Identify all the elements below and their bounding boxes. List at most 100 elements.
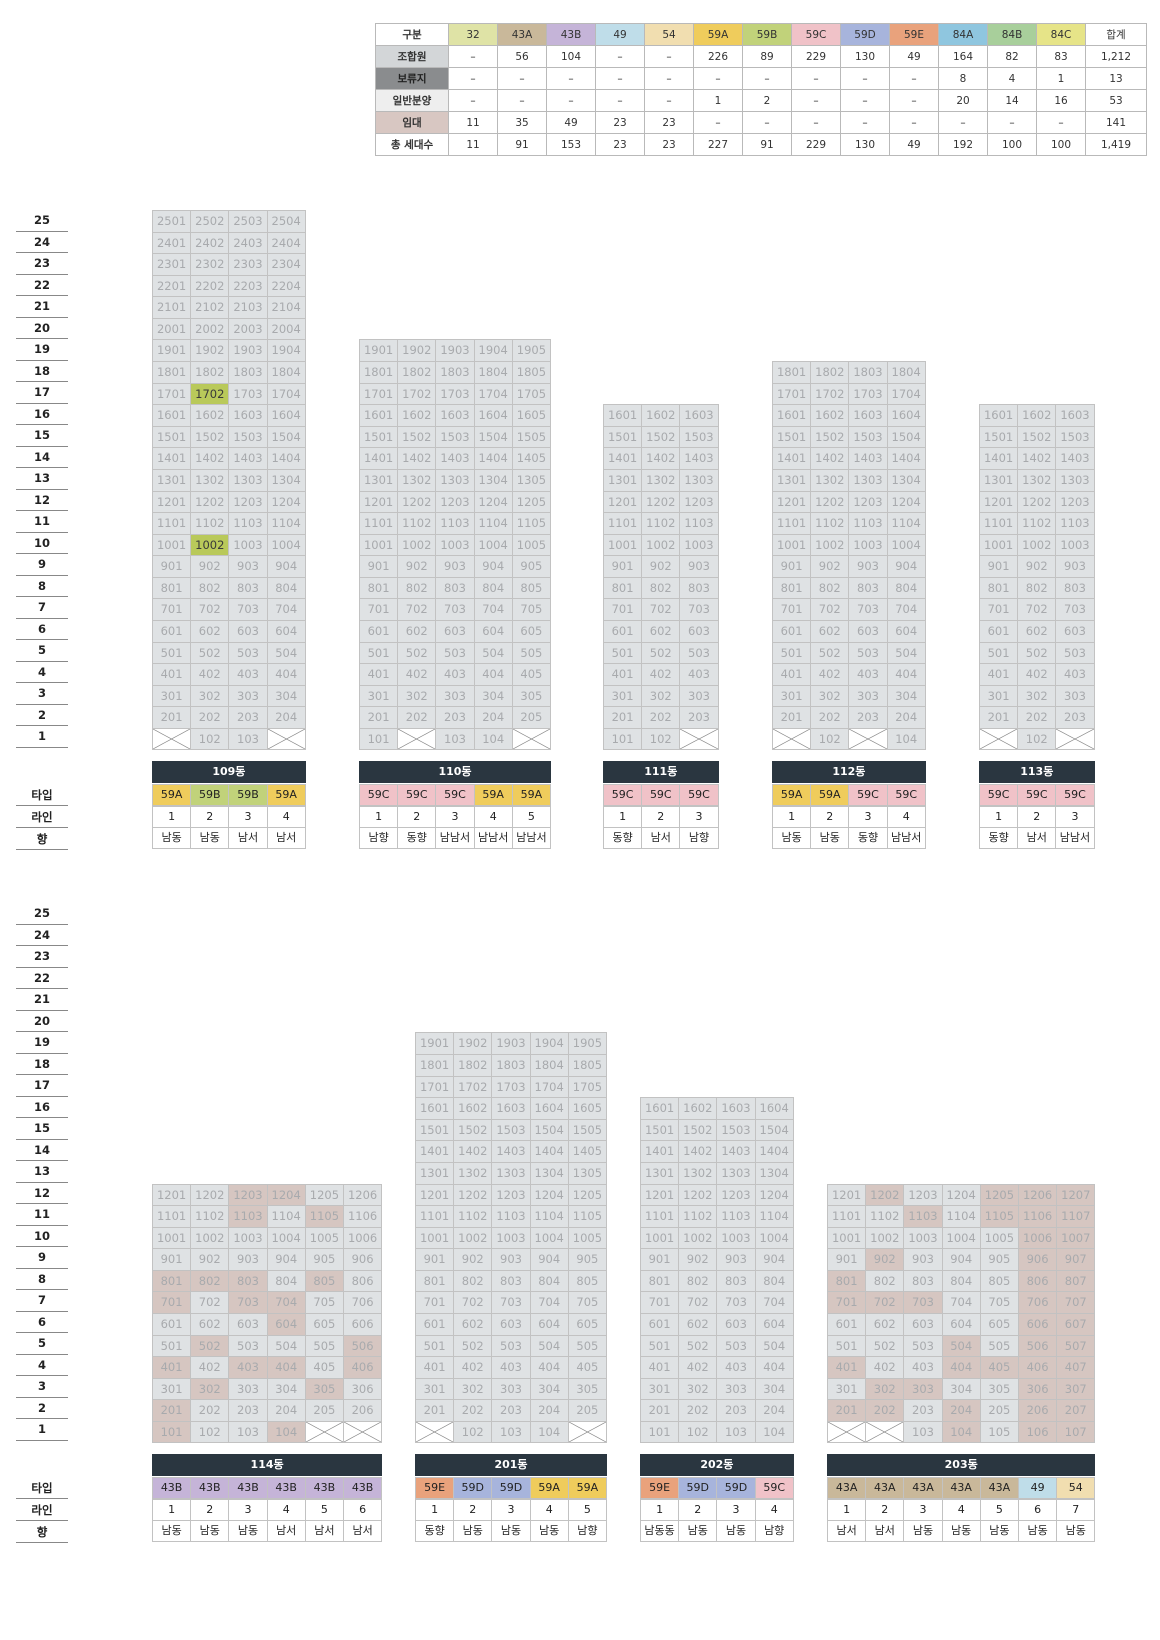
unit-cell[interactable]: 403 bbox=[435, 663, 475, 686]
unit-cell[interactable]: 1104 bbox=[754, 1205, 794, 1228]
unit-cell[interactable]: 1402 bbox=[810, 447, 850, 470]
unit-cell[interactable]: 1001 bbox=[152, 533, 192, 557]
unit-cell[interactable]: 402 bbox=[1017, 663, 1057, 686]
unit-cell[interactable]: 1001 bbox=[152, 1226, 192, 1250]
unit-cell[interactable]: 405 bbox=[567, 1356, 607, 1379]
unit-cell[interactable]: 301 bbox=[827, 1377, 867, 1401]
unit-cell[interactable]: 1301 bbox=[359, 468, 399, 492]
unit-cell[interactable]: 2501 bbox=[152, 210, 192, 233]
unit-cell[interactable]: 1002 bbox=[678, 1226, 718, 1250]
unit-cell[interactable]: 102 bbox=[190, 1420, 230, 1444]
unit-cell[interactable]: 803 bbox=[848, 576, 888, 600]
unit-cell[interactable]: 703 bbox=[435, 598, 475, 622]
unit-cell[interactable]: 702 bbox=[865, 1291, 905, 1315]
unit-cell[interactable]: 2202 bbox=[190, 274, 230, 298]
unit-cell[interactable]: 201 bbox=[359, 706, 399, 729]
unit-cell[interactable]: 503 bbox=[435, 641, 475, 665]
unit-cell[interactable]: 1203 bbox=[435, 490, 475, 514]
unit-cell[interactable]: 804 bbox=[529, 1269, 569, 1293]
unit-cell[interactable]: 1101 bbox=[640, 1205, 680, 1228]
unit-cell[interactable]: 104 bbox=[886, 727, 926, 751]
unit-cell[interactable]: 1101 bbox=[359, 512, 399, 535]
unit-cell[interactable]: 403 bbox=[716, 1356, 756, 1379]
unit-cell[interactable]: 2204 bbox=[266, 274, 306, 298]
unit-cell[interactable]: 1004 bbox=[754, 1226, 794, 1250]
unit-cell[interactable]: 1303 bbox=[228, 468, 268, 492]
unit-cell[interactable]: 1703 bbox=[848, 382, 888, 406]
unit-cell[interactable]: 301 bbox=[772, 684, 812, 708]
unit-cell[interactable]: 904 bbox=[266, 1248, 306, 1271]
unit-cell[interactable]: 802 bbox=[397, 576, 437, 600]
unit-cell[interactable]: 301 bbox=[415, 1377, 455, 1401]
unit-cell[interactable]: 806 bbox=[343, 1269, 383, 1293]
unit-cell[interactable]: 901 bbox=[827, 1248, 867, 1271]
unit-cell[interactable]: 705 bbox=[567, 1291, 607, 1315]
unit-cell[interactable]: 503 bbox=[903, 1334, 943, 1358]
unit-cell[interactable]: 1501 bbox=[152, 425, 192, 449]
unit-cell[interactable]: 801 bbox=[415, 1269, 455, 1293]
unit-cell[interactable]: 1803 bbox=[228, 361, 268, 384]
unit-cell[interactable]: 1804 bbox=[886, 361, 926, 384]
unit-cell[interactable]: 1301 bbox=[640, 1161, 680, 1185]
unit-cell[interactable]: 502 bbox=[190, 641, 230, 665]
unit-cell[interactable]: 903 bbox=[679, 555, 719, 578]
unit-cell[interactable]: 605 bbox=[511, 620, 551, 643]
unit-cell[interactable]: 605 bbox=[304, 1313, 344, 1336]
unit-cell[interactable]: 1102 bbox=[641, 512, 681, 535]
unit-cell[interactable]: 1004 bbox=[473, 533, 513, 557]
unit-cell[interactable]: 1104 bbox=[941, 1205, 981, 1228]
unit-cell[interactable]: 702 bbox=[678, 1291, 718, 1315]
unit-cell[interactable]: 203 bbox=[716, 1399, 756, 1422]
unit-cell[interactable]: 704 bbox=[941, 1291, 981, 1315]
unit-cell[interactable]: 806 bbox=[1018, 1269, 1058, 1293]
unit-cell[interactable]: 401 bbox=[603, 663, 643, 686]
unit-cell[interactable]: 1001 bbox=[979, 533, 1019, 557]
unit-cell[interactable]: 1102 bbox=[678, 1205, 718, 1228]
unit-cell[interactable]: 202 bbox=[190, 706, 230, 729]
unit-cell[interactable]: 1207 bbox=[1056, 1183, 1096, 1207]
unit-cell[interactable]: 1003 bbox=[228, 533, 268, 557]
unit-cell[interactable]: 204 bbox=[754, 1399, 794, 1422]
unit-cell[interactable]: 601 bbox=[152, 620, 192, 643]
unit-cell[interactable]: 604 bbox=[266, 620, 306, 643]
unit-cell[interactable]: 301 bbox=[359, 684, 399, 708]
unit-cell[interactable]: 1003 bbox=[435, 533, 475, 557]
unit-cell[interactable]: 1201 bbox=[979, 490, 1019, 514]
unit-cell[interactable]: 603 bbox=[1055, 620, 1095, 643]
unit-cell[interactable]: 504 bbox=[473, 641, 513, 665]
unit-cell[interactable]: 1801 bbox=[152, 361, 192, 384]
unit-cell[interactable]: 1904 bbox=[473, 339, 513, 363]
unit-cell[interactable]: 301 bbox=[640, 1377, 680, 1401]
unit-cell[interactable]: 1005 bbox=[567, 1226, 607, 1250]
unit-cell[interactable]: 1702 bbox=[810, 382, 850, 406]
unit-cell[interactable]: 703 bbox=[228, 598, 268, 622]
unit-cell[interactable]: 1603 bbox=[848, 404, 888, 427]
unit-cell[interactable]: 401 bbox=[415, 1356, 455, 1379]
unit-cell[interactable]: 604 bbox=[473, 620, 513, 643]
unit-cell[interactable]: 103 bbox=[435, 727, 475, 751]
unit-cell[interactable]: 203 bbox=[679, 706, 719, 729]
unit-cell[interactable]: 305 bbox=[979, 1377, 1019, 1401]
unit-cell[interactable]: 1601 bbox=[979, 404, 1019, 427]
unit-cell[interactable]: 1602 bbox=[453, 1097, 493, 1120]
unit-cell[interactable]: 504 bbox=[266, 1334, 306, 1358]
unit-cell[interactable]: 301 bbox=[152, 1377, 192, 1401]
unit-cell[interactable]: 1005 bbox=[511, 533, 551, 557]
unit-cell[interactable]: 203 bbox=[903, 1399, 943, 1422]
unit-cell[interactable]: 703 bbox=[228, 1291, 268, 1315]
unit-cell[interactable]: 1905 bbox=[567, 1032, 607, 1056]
unit-cell[interactable]: 901 bbox=[415, 1248, 455, 1271]
unit-cell[interactable]: 606 bbox=[1018, 1313, 1058, 1336]
unit-cell[interactable]: 1202 bbox=[1017, 490, 1057, 514]
unit-cell[interactable]: 1604 bbox=[886, 404, 926, 427]
unit-cell[interactable]: 201 bbox=[772, 706, 812, 729]
unit-cell[interactable]: 602 bbox=[865, 1313, 905, 1336]
unit-cell[interactable]: 904 bbox=[941, 1248, 981, 1271]
unit-cell[interactable]: 1503 bbox=[228, 425, 268, 449]
unit-cell[interactable]: 203 bbox=[435, 706, 475, 729]
unit-cell[interactable]: 201 bbox=[152, 1399, 192, 1422]
unit-cell[interactable]: 703 bbox=[1055, 598, 1095, 622]
unit-cell[interactable]: 1205 bbox=[979, 1183, 1019, 1207]
unit-cell[interactable]: 1605 bbox=[567, 1097, 607, 1120]
unit-cell[interactable]: 2102 bbox=[190, 296, 230, 319]
